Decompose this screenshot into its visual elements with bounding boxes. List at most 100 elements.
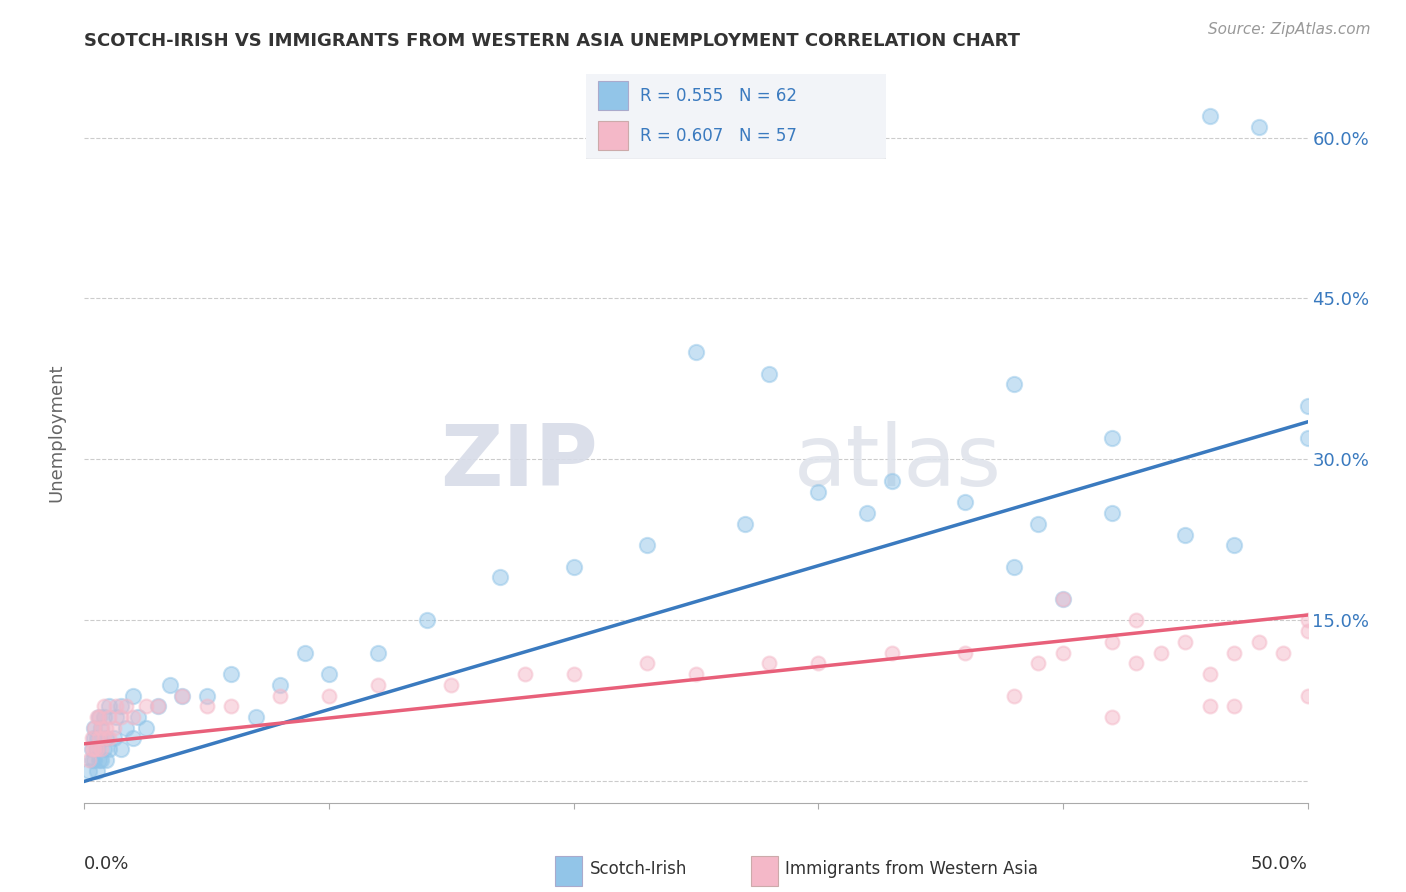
- Text: 50.0%: 50.0%: [1251, 855, 1308, 872]
- Point: [1223, 646, 1246, 660]
- Point: [1002, 689, 1025, 703]
- Point: [318, 689, 340, 703]
- Point: [1052, 646, 1074, 660]
- Point: [83, 753, 105, 767]
- Point: [269, 689, 291, 703]
- Point: [110, 742, 132, 756]
- Point: [135, 699, 157, 714]
- Point: [1296, 689, 1319, 703]
- Point: [83, 731, 105, 746]
- Point: [135, 721, 157, 735]
- Point: [734, 516, 756, 531]
- Point: [90, 721, 112, 735]
- Point: [758, 367, 780, 381]
- Point: [1198, 699, 1220, 714]
- Point: [97, 710, 120, 724]
- Point: [97, 742, 120, 756]
- Point: [80, 742, 103, 756]
- Text: Scotch-Irish: Scotch-Irish: [589, 861, 688, 879]
- Point: [1174, 635, 1197, 649]
- Point: [1223, 699, 1246, 714]
- Point: [1101, 431, 1123, 445]
- Point: [122, 710, 145, 724]
- Point: [90, 721, 112, 735]
- Point: [86, 710, 108, 724]
- Point: [110, 699, 132, 714]
- Point: [1125, 657, 1147, 671]
- Point: [93, 731, 115, 746]
- Text: Source: ZipAtlas.com: Source: ZipAtlas.com: [1208, 22, 1371, 37]
- Point: [318, 667, 340, 681]
- Point: [115, 699, 138, 714]
- Point: [367, 678, 389, 692]
- Point: [86, 742, 108, 756]
- Point: [122, 731, 145, 746]
- Point: [1002, 559, 1025, 574]
- Point: [87, 731, 110, 746]
- Text: Immigrants from Western Asia: Immigrants from Western Asia: [786, 861, 1038, 879]
- Point: [1296, 614, 1319, 628]
- Point: [97, 731, 120, 746]
- Point: [172, 689, 194, 703]
- Point: [86, 764, 108, 778]
- Point: [146, 699, 169, 714]
- Point: [1272, 646, 1295, 660]
- Bar: [555, 856, 582, 886]
- Point: [1125, 614, 1147, 628]
- Point: [219, 699, 242, 714]
- Point: [105, 710, 128, 724]
- Point: [562, 667, 585, 681]
- Point: [90, 753, 112, 767]
- Point: [77, 764, 100, 778]
- Point: [146, 699, 169, 714]
- Y-axis label: Unemployment: Unemployment: [48, 363, 66, 502]
- Point: [1223, 538, 1246, 552]
- Point: [105, 699, 128, 714]
- Point: [80, 731, 103, 746]
- Point: [93, 742, 115, 756]
- Point: [80, 753, 103, 767]
- Point: [1247, 120, 1270, 134]
- Point: [807, 484, 830, 499]
- Point: [77, 753, 100, 767]
- Point: [1052, 591, 1074, 606]
- Point: [513, 667, 536, 681]
- Point: [489, 570, 512, 584]
- Point: [103, 721, 125, 735]
- Point: [96, 731, 118, 746]
- Point: [294, 646, 316, 660]
- Bar: [751, 856, 778, 886]
- Point: [1198, 109, 1220, 123]
- Point: [685, 345, 707, 359]
- Point: [636, 657, 658, 671]
- Point: [80, 742, 103, 756]
- Point: [953, 646, 976, 660]
- Point: [1296, 624, 1319, 639]
- Text: SCOTCH-IRISH VS IMMIGRANTS FROM WESTERN ASIA UNEMPLOYMENT CORRELATION CHART: SCOTCH-IRISH VS IMMIGRANTS FROM WESTERN …: [84, 32, 1021, 50]
- Point: [83, 721, 105, 735]
- Point: [93, 699, 115, 714]
- Point: [1247, 635, 1270, 649]
- Point: [110, 710, 132, 724]
- Point: [195, 699, 218, 714]
- Point: [86, 742, 108, 756]
- Point: [856, 506, 879, 520]
- Point: [96, 721, 118, 735]
- Point: [172, 689, 194, 703]
- Point: [953, 495, 976, 509]
- Point: [416, 614, 439, 628]
- Text: ZIP: ZIP: [440, 421, 598, 504]
- Point: [758, 657, 780, 671]
- Point: [1150, 646, 1173, 660]
- Point: [1052, 591, 1074, 606]
- Point: [87, 753, 110, 767]
- Point: [1028, 657, 1050, 671]
- Point: [1198, 667, 1220, 681]
- Point: [1174, 527, 1197, 541]
- Point: [86, 731, 108, 746]
- Point: [1101, 506, 1123, 520]
- Point: [87, 710, 110, 724]
- Point: [1101, 710, 1123, 724]
- Point: [1296, 399, 1319, 413]
- Point: [127, 710, 149, 724]
